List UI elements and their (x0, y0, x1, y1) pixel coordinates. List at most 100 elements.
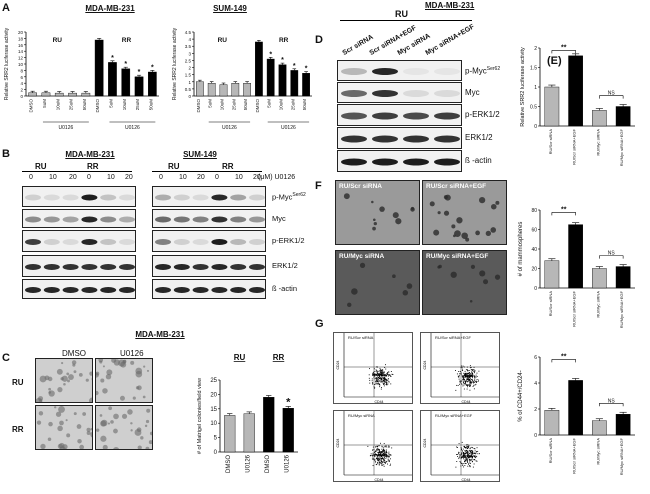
event-dot (462, 452, 464, 454)
colony (72, 363, 76, 367)
event-dot (377, 454, 378, 456)
mammosphere (485, 230, 492, 237)
y-tick-label: 16 (18, 43, 24, 48)
event-dot (384, 380, 386, 382)
event-dot (381, 375, 383, 377)
event-dot (372, 446, 374, 448)
event-dot (384, 460, 386, 462)
event-dot (380, 453, 382, 455)
event-dot (465, 456, 467, 458)
event-dot (468, 457, 470, 459)
colony (48, 421, 53, 427)
event-dot (383, 375, 385, 377)
group-label-ru: RU (218, 37, 228, 44)
event-dot (379, 380, 381, 382)
event-dot (383, 378, 384, 379)
event-dot (472, 380, 474, 382)
event-dot (373, 455, 375, 457)
mammosphere (395, 218, 402, 225)
event-dot (383, 385, 385, 387)
event-dot (469, 389, 471, 391)
mammosphere (483, 279, 489, 285)
b-dose-label: 0 (29, 174, 33, 181)
event-dot (472, 466, 474, 468)
b-dose-label: 20 (69, 174, 77, 181)
event-dot (472, 382, 474, 384)
event-dot (385, 457, 387, 459)
event-dot (459, 453, 461, 455)
event-dot (472, 376, 474, 378)
event-dot (467, 373, 469, 374)
mammosphere (470, 264, 476, 269)
band (62, 194, 79, 201)
event-dot (375, 374, 377, 375)
b-blot-p-erk1-2-mda231 (22, 230, 136, 252)
event-dot (373, 373, 375, 375)
chart-a-right: 0 0.5 1 1.5 2 2.5 3 3.5 4 4.5 Relative SRR2 lucife… (172, 27, 312, 131)
event-dot (373, 373, 375, 375)
event-dot (471, 452, 473, 454)
event-dot (386, 456, 388, 458)
event-dot (373, 386, 375, 388)
band (211, 264, 228, 270)
ns-label: NS (608, 251, 616, 257)
event-dot (466, 461, 468, 463)
event-dot (472, 372, 473, 374)
event-dot (375, 381, 377, 382)
event-dot (385, 453, 386, 455)
event-dot (459, 373, 461, 375)
event-dot (373, 375, 375, 377)
b-blot-erk1-2-mda231 (22, 255, 136, 277)
event-dot (466, 366, 468, 368)
b-group-ru-right: RU (168, 162, 180, 171)
y-tick-label: 25 (210, 378, 217, 384)
band (230, 287, 247, 293)
event-dot (461, 380, 463, 382)
band (25, 216, 41, 223)
event-dot (385, 462, 387, 463)
event-dot (469, 367, 471, 369)
event-dot (380, 371, 381, 373)
event-dot (462, 365, 464, 367)
event-dot (475, 374, 477, 376)
event-dot (388, 371, 390, 373)
event-dot (472, 450, 474, 452)
c-col-dmso: DMSO (62, 349, 86, 358)
c-group-rr: RR (273, 353, 285, 362)
event-dot (463, 454, 465, 456)
colony (136, 427, 142, 433)
colony (145, 446, 150, 449)
y-tick-label: 2 (188, 66, 191, 71)
event-dot (385, 461, 387, 463)
event-dot (380, 458, 382, 459)
event-dot (466, 369, 468, 371)
event-dot (473, 366, 475, 368)
colony (90, 431, 92, 438)
event-dot (370, 453, 372, 455)
band (62, 239, 79, 245)
y-tick-label: 6 (20, 75, 23, 80)
event-dot (469, 453, 471, 455)
event-dot (385, 368, 387, 370)
event-dot (387, 373, 388, 375)
event-dot (464, 373, 466, 375)
event-dot (378, 454, 380, 456)
c-image-ru-u0126 (95, 358, 153, 403)
band (81, 264, 98, 270)
y-tick-label: 10 (18, 62, 24, 67)
band (211, 287, 228, 293)
x-tick-label: 10uM (279, 99, 284, 111)
event-dot (473, 381, 475, 383)
x-tick-label: 25uM (231, 99, 236, 111)
event-dot (471, 378, 473, 380)
band (192, 216, 209, 223)
event-dot (474, 448, 476, 450)
band (173, 264, 190, 270)
band (192, 287, 209, 293)
sig-stars: ** (561, 206, 567, 213)
d-protein-label: ERK1/2 (465, 133, 493, 142)
event-dot (476, 460, 478, 462)
event-dot (380, 380, 382, 382)
event-dot (473, 455, 475, 457)
event-dot (468, 370, 470, 371)
